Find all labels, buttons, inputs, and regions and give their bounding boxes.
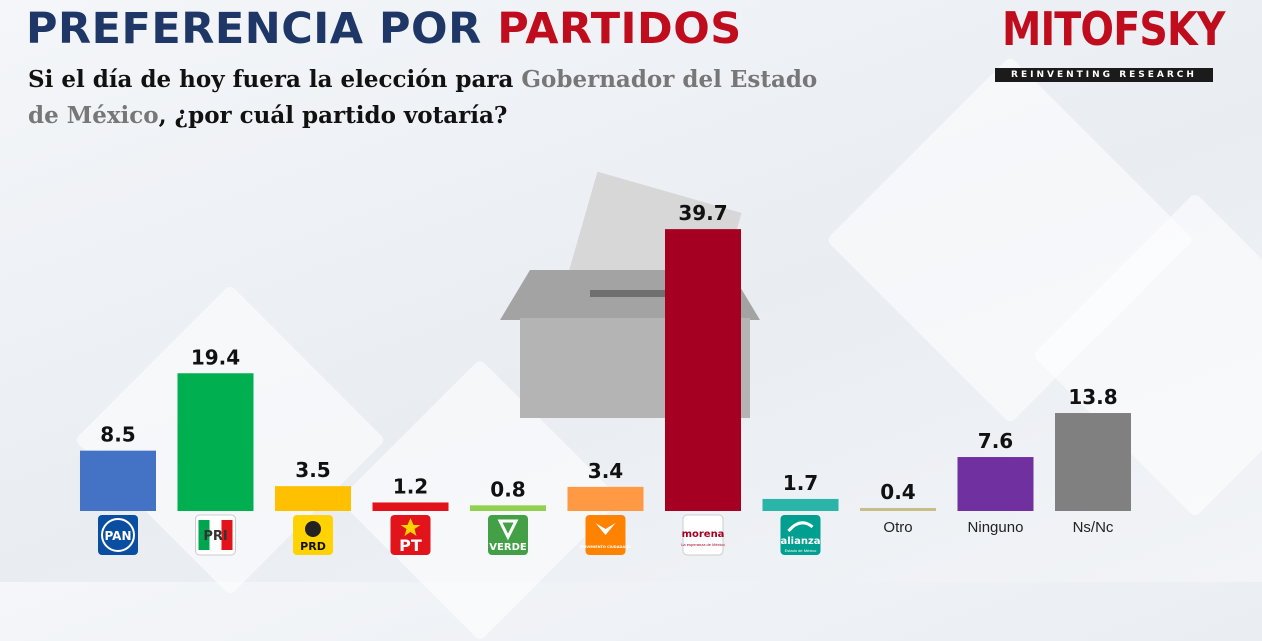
- logo-text: morena: [682, 529, 725, 540]
- value-label-alianza: 1.7: [783, 471, 818, 495]
- title-main: PREFERENCIA POR: [26, 4, 482, 54]
- category-label-ninguno: Ninguno: [968, 519, 1024, 536]
- logo-text: PRI: [203, 529, 227, 544]
- logo-subtext: La esperanza de México: [681, 542, 725, 547]
- bar-morena: [665, 229, 741, 511]
- question-part2: , ¿por cuál partido votaría?: [158, 102, 508, 129]
- bar-verde: [470, 505, 546, 511]
- bars-layer: [80, 229, 1131, 511]
- bar-ninguno: [957, 457, 1034, 511]
- question-highlight-2: México: [66, 102, 159, 129]
- logo-movimiento-ciudadano: MOVIMIENTO CIUDADANO: [580, 515, 631, 555]
- survey-question: Si el día de hoy fuera la elección para …: [28, 62, 848, 134]
- logo-pt: PT: [390, 515, 431, 555]
- sun-icon: [305, 521, 321, 537]
- value-label-otro: 0.4: [880, 480, 915, 504]
- brand-logo: MITOFSKY: [1001, 2, 1226, 56]
- pan-ring: [101, 518, 135, 552]
- star-icon: [400, 518, 421, 536]
- value-label-prd: 3.5: [295, 458, 330, 482]
- bar-prd: [275, 486, 351, 511]
- value-labels-layer: 8.5 19.4 3.5 1.2 0.8 3.4 39.7 1.7 0.4 7.6 13.8: [100, 201, 1117, 504]
- brand-tagline: REINVENTING RESEARCH: [995, 68, 1213, 82]
- category-label-otro: Otro: [883, 519, 912, 536]
- value-label-pri: 19.4: [191, 345, 240, 369]
- bar-chart: 8.5 19.4 3.5 1.2 0.8 3.4 39.7 1.7 0.4 7.6 13.8 PAN…: [80, 171, 1131, 556]
- logo-box: [682, 514, 724, 556]
- question-part1: Si el día de hoy fuera la elección para: [28, 66, 514, 93]
- logo-verde: VERDE: [488, 515, 528, 555]
- title-accent: PARTIDOS: [497, 4, 742, 54]
- logo-ninguno: Ninguno: [968, 519, 1024, 536]
- bar-alianza: [762, 498, 839, 511]
- pri-green-stripe: [198, 520, 210, 550]
- pri-red-stripe: [221, 520, 233, 550]
- bar-pan: [80, 450, 156, 511]
- logo-text: PAN: [104, 529, 131, 543]
- logo-subtext: Estado de México: [785, 548, 818, 553]
- party-logos-layer: PAN PRI PRD PT VERDE MOVIMIENTO CIUDADANO more…: [98, 514, 1114, 556]
- bar-pt: [372, 502, 449, 511]
- bar-pri: [177, 373, 254, 511]
- value-label-pan: 8.5: [100, 423, 135, 447]
- logo-text: PT: [399, 536, 422, 555]
- logo-pan: PAN: [98, 515, 138, 555]
- value-label-movimiento-ciudadano: 3.4: [588, 459, 623, 483]
- toucan-icon: [497, 519, 519, 541]
- question-highlight-1: Gobernador del Estado de: [28, 66, 818, 129]
- logo-text: VERDE: [489, 542, 527, 553]
- value-label-ns-nc: 13.8: [1068, 385, 1117, 409]
- category-label-ns-nc: Ns/Nc: [1073, 519, 1114, 536]
- logo-ns-nc: Ns/Nc: [1073, 519, 1114, 536]
- logo-pri: PRI: [195, 514, 236, 556]
- bar-movimiento-ciudadano: [567, 486, 644, 511]
- value-label-morena: 39.7: [678, 201, 727, 225]
- logo-prd: PRD: [293, 515, 333, 555]
- page-title: PREFERENCIA POR PARTIDOS: [26, 4, 742, 54]
- logo-box: [98, 515, 138, 555]
- bar-ns-nc: [1055, 413, 1131, 511]
- value-label-pt: 1.2: [393, 474, 428, 498]
- logo-morena: morena La esperanza de México: [681, 514, 726, 556]
- value-label-verde: 0.8: [490, 477, 525, 501]
- eagle-icon: [595, 523, 616, 535]
- logo-otro: Otro: [883, 519, 912, 536]
- bar-otro: [860, 508, 936, 511]
- logo-text: PRD: [300, 540, 326, 553]
- logo-text: alianza: [780, 536, 820, 547]
- wave-icon: [787, 521, 814, 533]
- logo-text: MOVIMIENTO CIUDADANO: [580, 545, 631, 549]
- value-label-ninguno: 7.6: [978, 429, 1013, 453]
